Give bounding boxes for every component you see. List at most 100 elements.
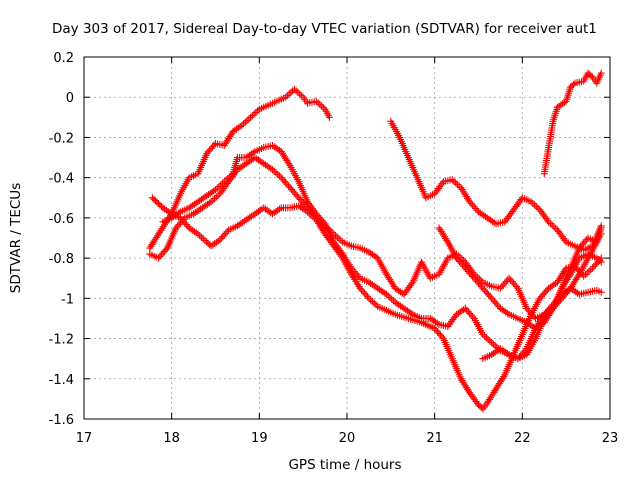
data-point [231, 126, 239, 134]
data-point [545, 284, 553, 292]
data-point [591, 261, 599, 269]
data-point [402, 306, 410, 314]
data-point [328, 228, 336, 236]
data-point [210, 141, 218, 149]
series-track-5 [387, 117, 605, 254]
data-point [469, 313, 477, 321]
data-point [209, 196, 217, 204]
data-point [148, 241, 156, 249]
data-point [240, 120, 248, 128]
data-point [581, 271, 589, 279]
y-tick-label: -0.4 [49, 172, 74, 187]
data-point [387, 277, 395, 285]
data-point [325, 113, 333, 121]
data-point [526, 321, 534, 329]
data-point [185, 204, 193, 212]
data-point [428, 316, 436, 324]
data-point [222, 138, 230, 146]
data-point [543, 216, 551, 224]
data-point [450, 177, 458, 185]
data-point [454, 309, 462, 317]
data-point [381, 289, 389, 297]
data-point [375, 285, 383, 293]
data-point [242, 216, 250, 224]
data-point [502, 308, 510, 316]
data-point [316, 217, 324, 225]
data-point [294, 88, 302, 96]
data-point [355, 273, 363, 281]
data-point [470, 203, 478, 211]
data-point [195, 206, 203, 214]
data-point [279, 151, 287, 159]
data-point [212, 186, 219, 194]
data-point [574, 289, 582, 297]
data-point [368, 298, 376, 306]
data-point [580, 239, 588, 247]
data-point [363, 293, 371, 301]
series-track-1 [146, 85, 333, 252]
data-point [456, 257, 464, 265]
data-point [487, 394, 495, 402]
data-point [323, 224, 331, 232]
data-point [502, 278, 510, 286]
data-point [251, 210, 259, 218]
data-point [597, 222, 605, 230]
data-point [253, 155, 261, 163]
data-point [461, 382, 469, 390]
data-point [400, 304, 408, 312]
data-point [581, 237, 589, 245]
data-point [222, 229, 230, 237]
data-point [370, 252, 378, 260]
data-point [247, 156, 255, 164]
data-point [233, 222, 241, 230]
data-point [277, 148, 285, 156]
data-point [568, 283, 576, 291]
data-point [389, 281, 397, 289]
data-point [285, 182, 293, 190]
data-point [396, 288, 404, 296]
data-point [457, 184, 465, 192]
data-point [250, 110, 258, 118]
data-point [244, 158, 252, 166]
data-point [175, 221, 183, 229]
data-point [287, 88, 295, 96]
data-point [274, 170, 282, 178]
data-point [498, 376, 506, 384]
data-point [233, 166, 241, 174]
data-point [464, 385, 472, 393]
data-point [477, 283, 485, 291]
data-point [344, 259, 352, 267]
data-point [438, 333, 446, 341]
data-point [229, 127, 237, 135]
data-point [486, 293, 494, 301]
data-point [239, 218, 247, 226]
data-point [290, 85, 298, 93]
data-point [189, 226, 197, 234]
data-point [462, 193, 470, 201]
data-point [498, 346, 506, 354]
data-point [480, 286, 488, 294]
data-point [476, 209, 484, 217]
data-point [305, 206, 313, 214]
data-point [212, 193, 220, 201]
data-point [247, 212, 255, 220]
data-point [253, 209, 261, 217]
data-point [292, 190, 300, 198]
data-point [169, 213, 177, 221]
data-point [171, 211, 179, 219]
data-point [484, 335, 492, 343]
data-point [475, 279, 482, 287]
data-point [398, 303, 406, 311]
data-point [536, 294, 544, 302]
data-point [597, 230, 605, 238]
data-point [570, 279, 578, 287]
data-point [464, 268, 472, 276]
data-point [500, 347, 508, 355]
data-point [157, 251, 165, 259]
data-point [484, 397, 492, 405]
data-point [246, 151, 254, 159]
data-point [234, 124, 242, 132]
data-series [146, 69, 605, 413]
data-point [226, 133, 234, 141]
